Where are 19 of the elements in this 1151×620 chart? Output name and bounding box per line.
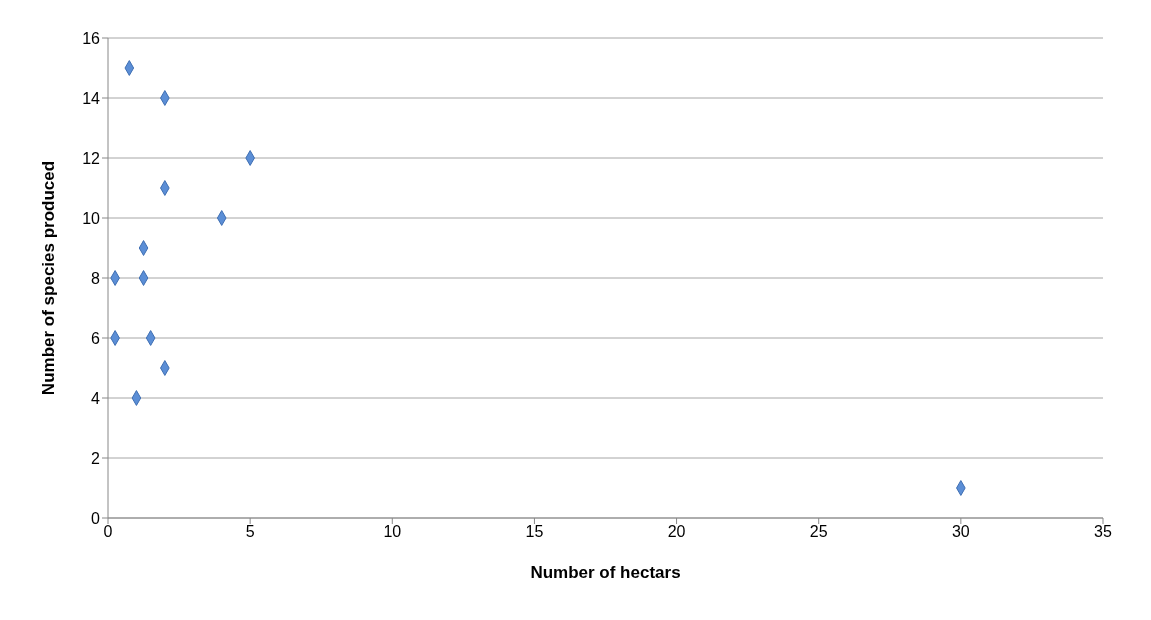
x-tick-label: 35 (1094, 523, 1112, 541)
y-tick-label: 6 (91, 329, 101, 347)
x-tick-label: 25 (809, 523, 828, 541)
y-tick-label: 2 (91, 449, 101, 467)
y-tick-label: 14 (82, 89, 101, 107)
y-tick-label: 4 (91, 389, 101, 407)
x-tick-label: 20 (667, 523, 686, 541)
y-tick-label: 12 (82, 149, 101, 167)
x-tick-label: 10 (383, 523, 402, 541)
y-tick-label: 16 (82, 29, 101, 47)
y-tick-label: 8 (91, 269, 101, 287)
x-tick-label: 0 (103, 523, 113, 541)
x-axis-title: Number of hectars (530, 563, 681, 582)
x-tick-label: 5 (245, 523, 255, 541)
y-axis-title: Number of species produced (39, 160, 59, 396)
y-tick-label: 0 (91, 509, 101, 527)
x-tick-label: 15 (525, 523, 544, 541)
y-tick-label: 10 (82, 209, 101, 227)
x-tick-label: 30 (951, 523, 970, 541)
